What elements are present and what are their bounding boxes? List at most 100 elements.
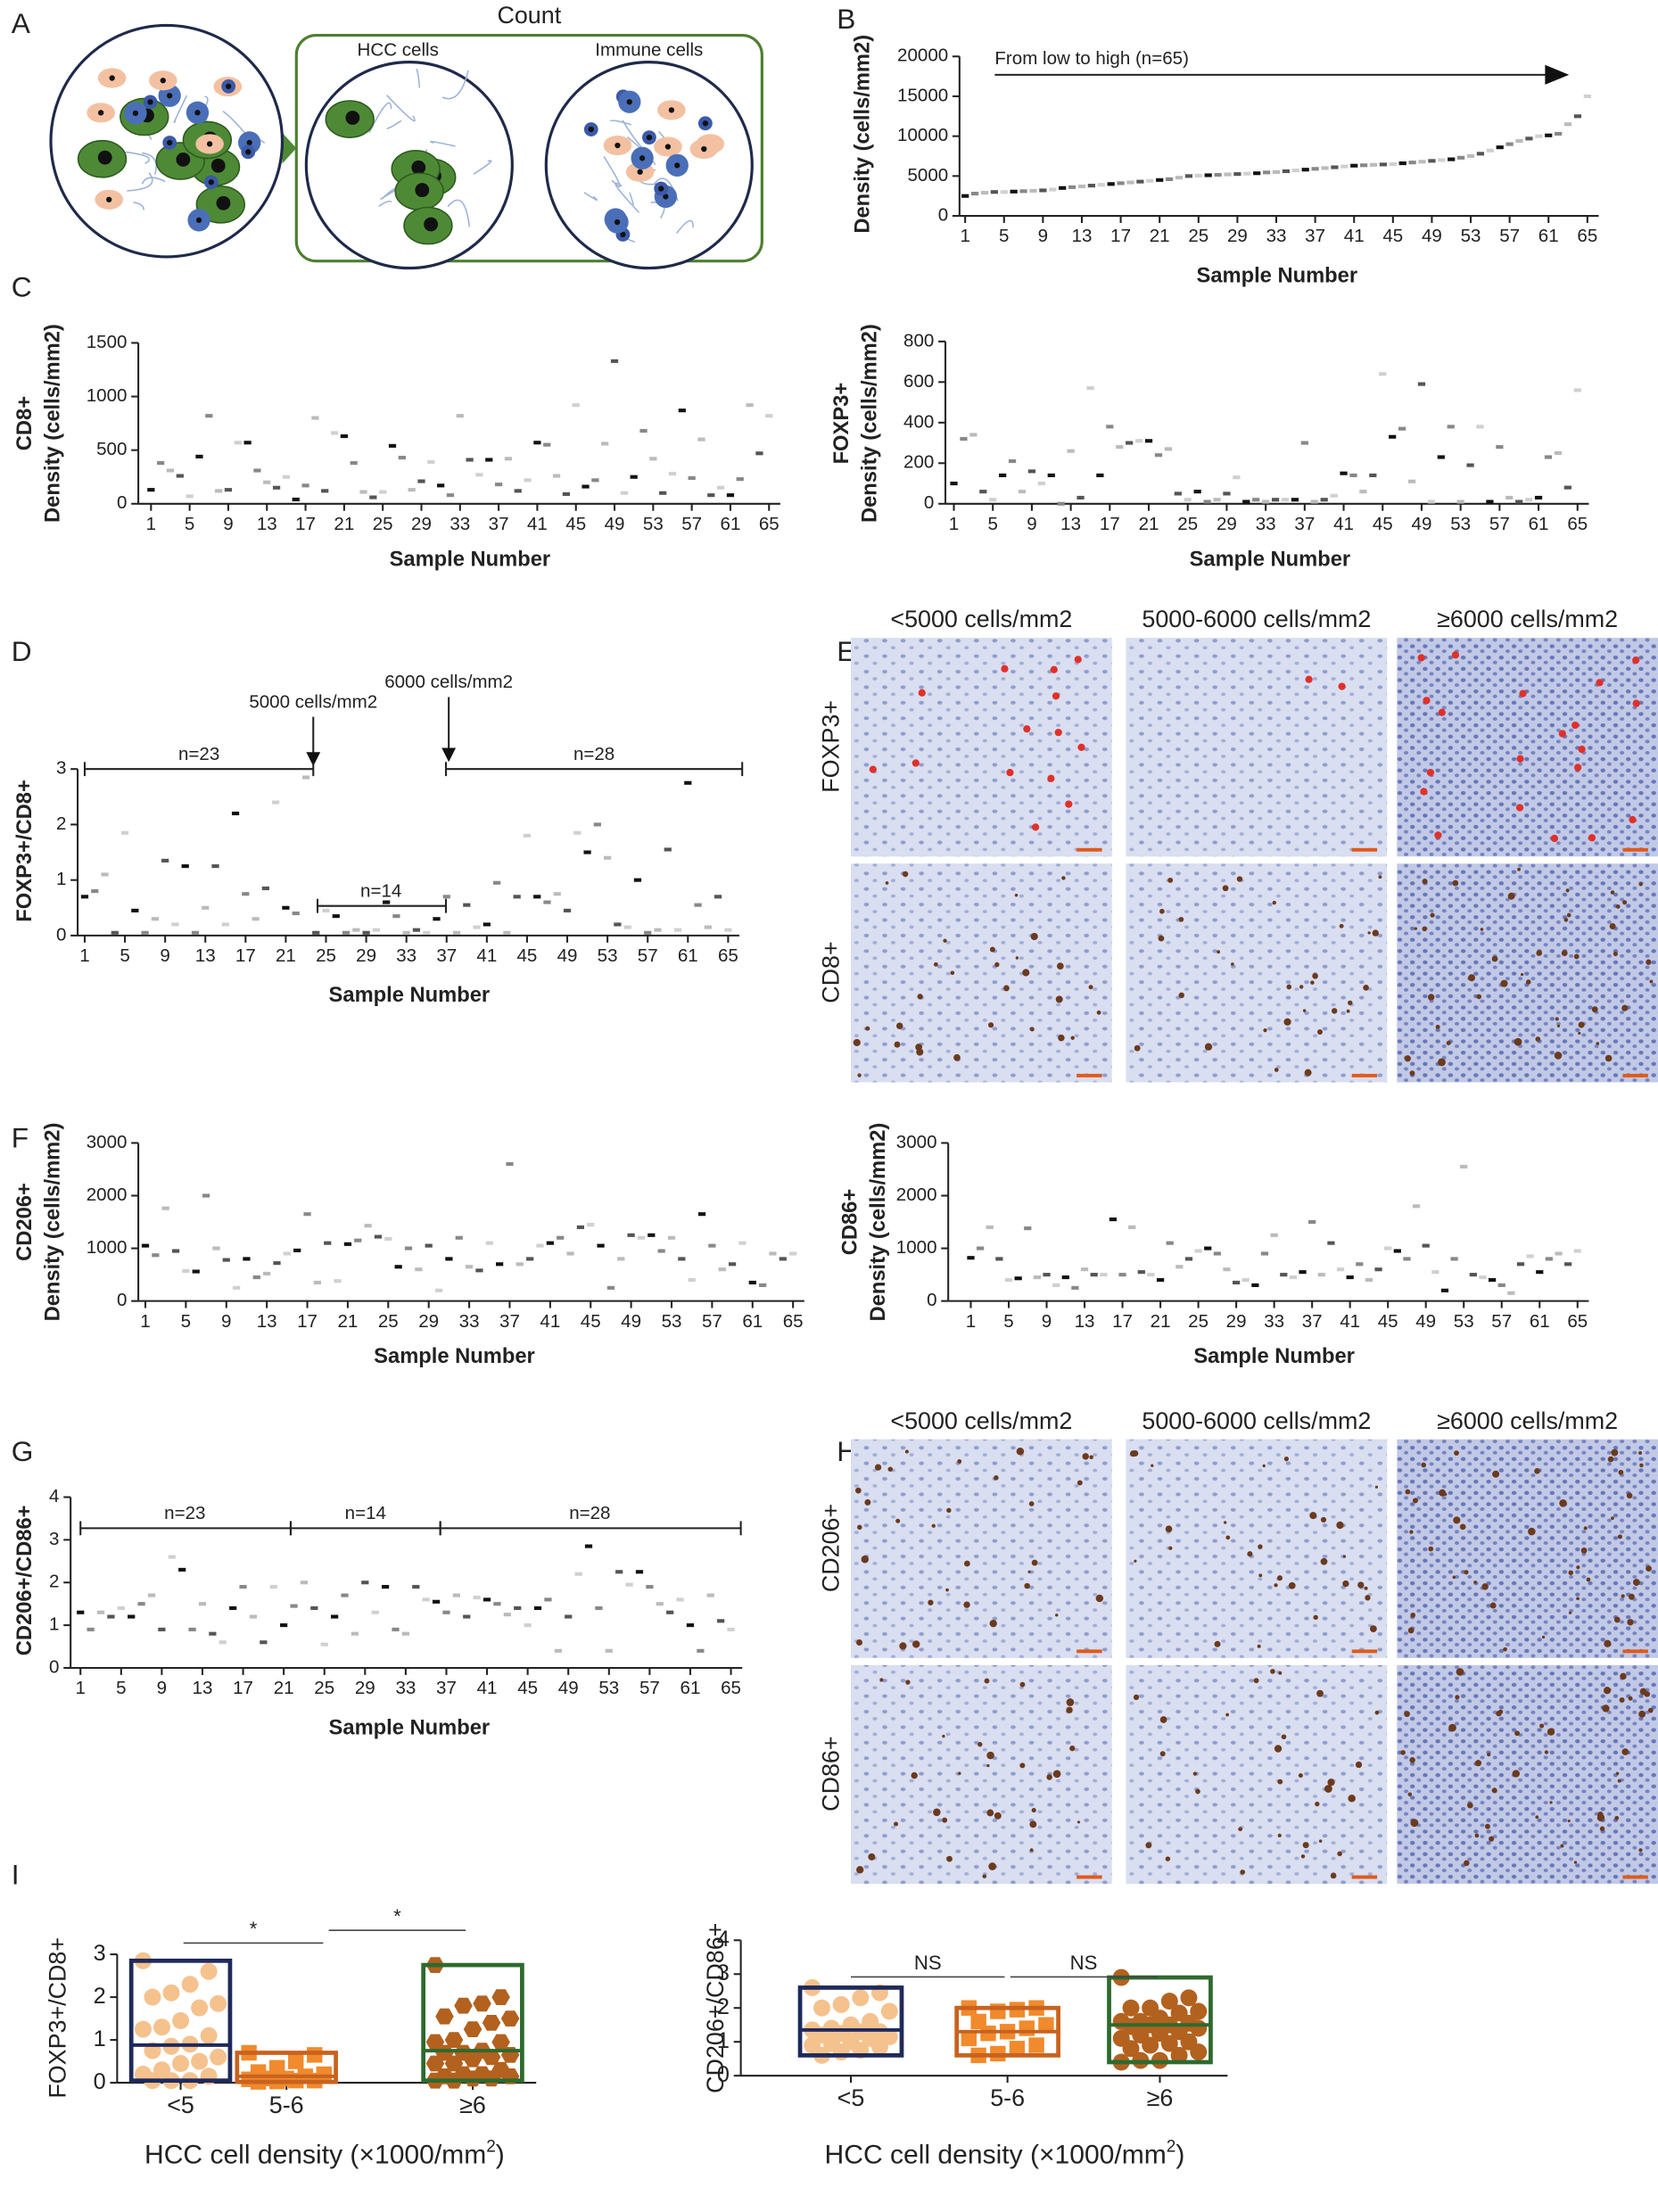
sample-marker	[646, 1584, 654, 1589]
sample-marker	[1147, 1273, 1155, 1277]
sample-marker	[128, 1614, 136, 1619]
point	[463, 2051, 483, 2068]
x-tick-label: 13	[1075, 1311, 1095, 1332]
nucleus	[97, 110, 104, 116]
sample-marker	[1059, 186, 1067, 190]
x-tick-label: 29	[411, 514, 432, 534]
sample-marker	[630, 475, 638, 479]
sample-marker	[503, 1613, 511, 1617]
stained-cell	[1452, 1575, 1456, 1580]
fiber	[133, 202, 144, 210]
marked-cell	[1515, 804, 1524, 812]
sample-marker	[1555, 131, 1563, 136]
sample-marker	[1281, 498, 1290, 502]
x-axis-label: Sample Number	[329, 1716, 491, 1739]
annotation: From low to high (n=65)	[994, 48, 1189, 69]
nucleus	[615, 142, 621, 149]
stained-cell	[1165, 1525, 1173, 1533]
sample-marker	[1097, 183, 1105, 187]
stained-cell	[1421, 1462, 1427, 1468]
sample-marker	[1144, 439, 1153, 443]
sample-marker	[1310, 499, 1318, 504]
sample-marker	[1061, 1275, 1069, 1280]
sample-marker	[473, 1595, 481, 1600]
stained-cell	[1365, 1595, 1371, 1601]
sample-marker	[714, 895, 722, 899]
sample-marker	[261, 886, 269, 891]
stained-cell	[1647, 1707, 1654, 1713]
column-header: <5000 cells/mm2	[890, 606, 1072, 632]
annotation: n=14	[345, 1503, 386, 1523]
stained-cell	[1302, 1842, 1309, 1849]
x-tick-label: ≥6	[459, 2092, 486, 2118]
sample-marker	[617, 1257, 625, 1261]
point	[1170, 2046, 1188, 2064]
point	[288, 2053, 304, 2069]
stained-cell	[977, 1741, 983, 1747]
sample-marker	[1175, 176, 1184, 180]
sample-marker	[1350, 163, 1358, 168]
sample-marker	[182, 1268, 190, 1274]
nucleus	[614, 219, 621, 226]
sample-marker	[445, 1257, 453, 1261]
stained-cell	[982, 1874, 987, 1878]
x-tick-label: 33	[1266, 226, 1287, 246]
stained-cell	[928, 1599, 934, 1605]
sample-marker	[303, 1212, 311, 1217]
x-tick-label: 21	[337, 1311, 358, 1332]
sample-marker	[717, 1619, 725, 1623]
y-axis-label: FOXP3+/CD8+	[13, 780, 37, 922]
fiber	[441, 70, 469, 100]
sample-marker	[493, 880, 501, 885]
stained-cell	[1309, 1512, 1317, 1520]
stained-cell	[994, 1475, 999, 1481]
sample-marker	[718, 1267, 726, 1272]
point	[832, 1995, 850, 2013]
sample-marker	[176, 474, 184, 478]
marked-cell	[1426, 769, 1435, 777]
stained-cell	[1178, 916, 1184, 922]
stained-cell	[1446, 1040, 1451, 1045]
point	[1009, 2041, 1026, 2057]
sample-marker	[1536, 1270, 1544, 1275]
point	[210, 2048, 227, 2066]
sample-marker	[1000, 190, 1008, 194]
sample-marker	[526, 1257, 534, 1261]
stained-cell	[1621, 1594, 1625, 1598]
stained-cell	[1409, 1530, 1414, 1534]
sample-marker	[292, 497, 300, 502]
stained-cell	[1611, 1516, 1614, 1521]
scale-bar	[1351, 1649, 1378, 1654]
sample-marker	[260, 1640, 268, 1645]
marked-cell	[869, 765, 877, 773]
sample-marker	[950, 481, 958, 486]
sample-marker	[1457, 155, 1465, 160]
x-tick-label: 29	[355, 1678, 375, 1698]
sample-marker	[980, 191, 989, 195]
scale-bar	[1076, 1649, 1102, 1654]
point	[172, 2012, 190, 2029]
stained-cell	[1029, 1820, 1037, 1828]
sample-marker	[1340, 164, 1349, 169]
sample-marker	[282, 905, 290, 910]
stained-cell	[1559, 1499, 1567, 1507]
sample-marker	[292, 911, 300, 916]
stained-cell	[1167, 877, 1174, 883]
stained-cell	[1159, 908, 1165, 914]
stained-cell	[1481, 1583, 1489, 1590]
x-tick-label: 49	[557, 945, 578, 966]
sample-marker	[252, 917, 260, 921]
sample-marker	[1252, 498, 1260, 502]
panel-letter: F	[12, 1122, 29, 1154]
sample-marker	[168, 1555, 176, 1559]
sample-marker	[1019, 189, 1027, 194]
point	[1190, 2019, 1208, 2037]
sample-marker	[147, 1593, 156, 1597]
sample-marker	[593, 822, 601, 827]
nucleus	[674, 162, 681, 169]
stained-cell	[1355, 1761, 1363, 1769]
sample-marker	[422, 1597, 430, 1602]
sample-marker	[514, 489, 522, 493]
sample-marker	[543, 442, 551, 447]
x-tick-label: 53	[662, 1311, 682, 1332]
